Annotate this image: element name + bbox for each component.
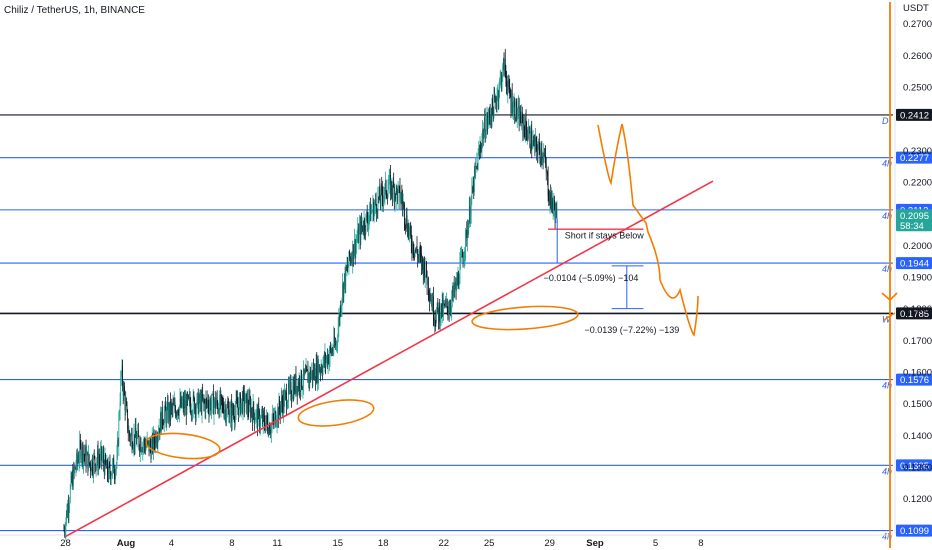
level-price-label: 0.1576	[900, 375, 929, 386]
x-tick-label: 8	[698, 538, 703, 549]
level-price-tag	[896, 459, 932, 472]
x-tick-label: 18	[378, 538, 389, 549]
y-tick-label: 0.1400	[903, 431, 932, 442]
x-tick-label: Aug	[117, 538, 136, 549]
level-timeframe: 4h	[882, 159, 892, 169]
x-tick-label: 28	[60, 538, 71, 549]
marker-path-forecast	[597, 123, 699, 337]
x-tick-label: 8	[229, 538, 234, 549]
level-price-label: 0.2277	[900, 153, 929, 164]
level-timeframe: 4h	[882, 381, 892, 391]
level-price-tag	[896, 307, 932, 320]
level-timeframe: 4h	[882, 264, 892, 274]
y-tick-label: 0.1900	[903, 272, 932, 283]
annotation-3: −0.0139 (−7.22%) −139	[584, 325, 679, 335]
marker-arrow-up	[883, 312, 896, 321]
current-price-tag	[896, 209, 932, 232]
level-price-label: 0.1944	[900, 259, 929, 270]
level-price-label: 0.1785	[900, 309, 929, 320]
y-tick-label: 0.1500	[903, 399, 932, 410]
y-tick-label: 0.2200	[903, 178, 932, 189]
y-tick-label: 0.1300	[903, 462, 932, 473]
y-tick-label: 0.1700	[903, 336, 932, 347]
chart-title: Chiliz / TetherUS, 1h, BINANCE	[4, 5, 145, 16]
x-tick-label: 22	[438, 538, 449, 549]
candle-countdown: 58:34	[900, 221, 924, 232]
x-tick-label: 11	[272, 538, 282, 549]
level-price-label: 0.1099	[900, 526, 929, 537]
trendline	[65, 180, 714, 538]
candles	[63, 48, 558, 541]
level-price-tag	[896, 151, 932, 164]
y-tick-label: 0.2300	[903, 146, 932, 157]
current-price-label: 0.2095	[900, 211, 929, 222]
level-price-tag	[896, 524, 932, 537]
marker-ellipse-2	[297, 399, 375, 427]
x-tick-label: 4	[169, 538, 174, 549]
x-tick-label: 25	[484, 538, 495, 549]
level-timeframe: W	[882, 314, 892, 324]
y-tick-label: 0.2600	[903, 51, 932, 62]
x-tick-label: 29	[544, 538, 555, 549]
price-axis-unit: USDT	[903, 3, 929, 14]
y-tick-label: 0.2700	[903, 19, 932, 30]
y-tick-label: 0.2500	[903, 83, 932, 94]
x-tick-label: Sep	[586, 538, 604, 549]
annotation-1: Short if stays Below	[565, 231, 645, 241]
level-timeframe: 4h	[882, 466, 892, 476]
marker-arrow-down	[881, 292, 898, 302]
y-tick-label: 0.1800	[903, 304, 932, 315]
x-tick-label: 15	[333, 538, 344, 549]
level-price-label: 0.1305	[900, 461, 929, 472]
marker-ellipse-1	[145, 432, 221, 460]
level-timeframe: 4h	[882, 211, 892, 221]
level-price-label: 0.2412	[900, 110, 929, 121]
y-tick-label: 0.1600	[903, 367, 932, 378]
y-tick-label: 0.1200	[903, 494, 932, 505]
y-tick-label: 0.2000	[903, 241, 932, 252]
level-price-tag	[896, 257, 932, 270]
level-timeframe: 4h	[882, 532, 892, 542]
level-timeframe: D	[882, 116, 889, 126]
marker-ellipse-3	[471, 305, 579, 331]
x-tick-label: 5	[653, 538, 658, 549]
level-price-tag	[896, 373, 932, 386]
annotation-2: −0.0104 (−5.09%) −104	[544, 273, 639, 283]
level-price-tag	[896, 108, 932, 121]
